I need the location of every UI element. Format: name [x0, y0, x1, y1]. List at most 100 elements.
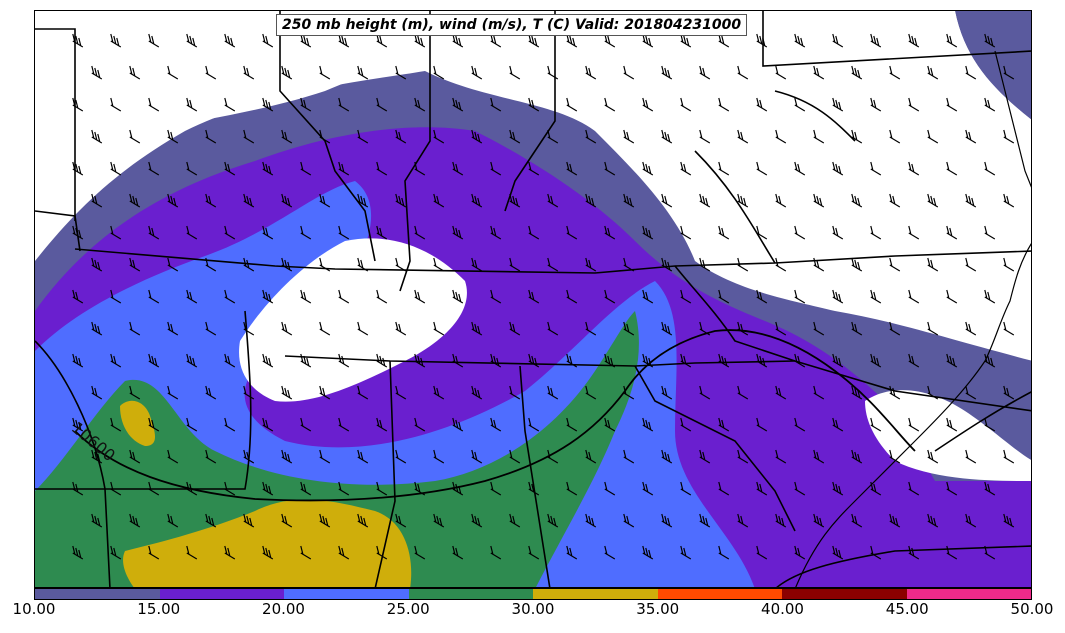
wind-barb-icon [794, 33, 806, 48]
wind-barb-icon [395, 257, 407, 272]
wind-barb-icon [566, 33, 578, 48]
wind-barb-icon [794, 353, 806, 368]
wind-barb-icon [452, 417, 464, 432]
wind-barb-icon [281, 65, 293, 80]
wind-barb-icon [243, 449, 255, 464]
wind-barb-icon [262, 97, 274, 112]
wind-barb-icon [946, 545, 958, 560]
wind-barb-icon [623, 193, 635, 208]
wind-barb-icon [129, 385, 141, 400]
wind-barb-icon [224, 161, 236, 176]
wind-barb-icon [72, 481, 84, 496]
wind-barb-icon [110, 353, 122, 368]
wind-barb-icon [490, 353, 502, 368]
wind-barb-icon [452, 545, 464, 560]
wind-barb-icon [813, 257, 825, 272]
wind-barb-icon [110, 161, 122, 176]
wind-barb-icon [414, 97, 426, 112]
wind-barb-icon [927, 513, 939, 528]
wind-barb-icon [91, 449, 103, 464]
wind-barb-icon [490, 545, 502, 560]
wind-barb-icon [984, 289, 996, 304]
wind-barb-icon [756, 353, 768, 368]
wind-barb-icon [376, 161, 388, 176]
wind-barb-icon [547, 513, 559, 528]
wind-barb-icon [889, 321, 901, 336]
wind-barb-icon [300, 545, 312, 560]
wind-barb-icon [319, 449, 331, 464]
wind-barb-icon [452, 481, 464, 496]
wind-barb-icon [984, 161, 996, 176]
wind-barb-icon [300, 417, 312, 432]
wind-barb-icon [813, 65, 825, 80]
wind-barb-icon [794, 225, 806, 240]
wind-barb-icon [699, 321, 711, 336]
wind-barb-icon [889, 385, 901, 400]
wind-barb-icon [205, 385, 217, 400]
shade-25-30 [35, 311, 639, 587]
wind-barb-icon [908, 97, 920, 112]
wind-barb-icon [300, 481, 312, 496]
wind-barb-icon [148, 97, 160, 112]
wind-barb-icon [737, 65, 749, 80]
wind-barb-icon [91, 193, 103, 208]
wind-barb-icon [680, 353, 692, 368]
wind-barb-icon [585, 129, 597, 144]
gap-midsouth [239, 238, 467, 402]
wind-barb-icon [946, 289, 958, 304]
wind-barb-icon [281, 129, 293, 144]
wind-barb-icon [851, 449, 863, 464]
wind-barb-icon [357, 513, 369, 528]
wind-barb-icon [832, 289, 844, 304]
wind-barb-icon [414, 481, 426, 496]
wind-barb-icon [452, 33, 464, 48]
wind-barb-icon [433, 513, 445, 528]
wind-barb-icon [414, 161, 426, 176]
wind-barb-icon [737, 193, 749, 208]
wind-barb-icon [528, 417, 540, 432]
wind-barb-icon [357, 129, 369, 144]
wind-barb-icon [927, 193, 939, 208]
wind-barb-icon [1003, 385, 1015, 400]
state-borders [35, 11, 1031, 587]
wind-barb-icon [281, 193, 293, 208]
wind-barb-icon [680, 225, 692, 240]
wind-barb-icon [262, 481, 274, 496]
wind-barb-icon [927, 385, 939, 400]
wind-barb-icon [148, 33, 160, 48]
wind-barb-icon [395, 513, 407, 528]
wind-barb-icon [376, 353, 388, 368]
wind-barb-icon [72, 417, 84, 432]
wind-barb-icon [281, 449, 293, 464]
wind-barb-icon [129, 193, 141, 208]
wind-barb-icon [205, 513, 217, 528]
wind-barb-icon [1003, 129, 1015, 144]
wind-barb-icon [775, 193, 787, 208]
wind-barb-icon [680, 33, 692, 48]
wind-barb-icon [547, 449, 559, 464]
wind-barb-icon [528, 97, 540, 112]
wind-barb-icon [243, 385, 255, 400]
wind-barb-icon [148, 161, 160, 176]
wind-barb-icon [490, 289, 502, 304]
wind-barb-icon [300, 289, 312, 304]
wind-barb-icon [338, 481, 350, 496]
wind-barb-icon [547, 385, 559, 400]
wind-barb-icon [148, 417, 160, 432]
wind-barb-icon [965, 257, 977, 272]
wind-barb-icon [1003, 257, 1015, 272]
wind-barb-icon [661, 129, 673, 144]
wind-barb-icon [965, 193, 977, 208]
wind-barb-icon [737, 129, 749, 144]
wind-barb-icon [908, 417, 920, 432]
colorbar-tick-label: 20.00 [262, 600, 305, 618]
wind-barb-icon [72, 225, 84, 240]
wind-barb-icon [965, 129, 977, 144]
wind-barb-icon [91, 129, 103, 144]
wind-barb-icon [224, 417, 236, 432]
wind-barb-icon [699, 449, 711, 464]
wind-barb-icon [813, 193, 825, 208]
wind-barb-icon [870, 545, 882, 560]
wind-barb-icon [680, 417, 692, 432]
wind-barb-icon [490, 481, 502, 496]
